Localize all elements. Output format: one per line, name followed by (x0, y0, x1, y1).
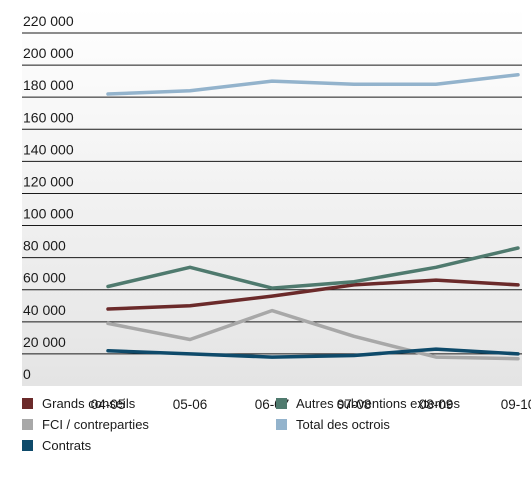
legend-item-fci: FCI / contreparties (22, 417, 149, 432)
legend-label: Grands conseils (42, 396, 136, 411)
series-line-1 (106, 246, 520, 290)
x-tick-label: 04-05 (91, 397, 126, 412)
legend-label: Autres subventions externes (296, 396, 461, 411)
y-tick-label: 160 000 (23, 109, 74, 125)
series-line-3 (106, 72, 520, 96)
legend-swatch (276, 419, 287, 430)
legend-item-total: Total des octrois (276, 417, 390, 432)
y-tick-label: 40 000 (23, 302, 66, 318)
y-tick-label: 80 000 (23, 238, 66, 254)
y-tick-label: 60 000 (23, 270, 66, 286)
y-axis-ticks: 0 20 000 40 000 60 000 80 000 100 000 120 000 1… (23, 13, 74, 382)
legend-swatch (276, 398, 287, 409)
y-tick-label: 200 000 (23, 45, 74, 61)
legend-swatch (22, 419, 33, 430)
legend-label: Total des octrois (296, 417, 390, 432)
plot-background (22, 8, 522, 386)
y-tick-label: 220 000 (23, 13, 74, 29)
y-tick-label: 120 000 (23, 173, 74, 189)
x-tick-label: 08-09 (419, 397, 454, 412)
x-tick-label: 05-06 (173, 397, 208, 412)
legend-item-autres-subventions: Autres subventions externes (276, 396, 460, 411)
y-tick-label: 100 000 (23, 206, 74, 222)
series-line-0 (106, 278, 520, 311)
x-tick-label: 09-10 (501, 397, 531, 412)
legend-label: FCI / contreparties (42, 417, 149, 432)
series-lines (106, 72, 520, 361)
y-tick-label: 140 000 (23, 141, 74, 157)
series-line-2 (106, 308, 520, 361)
y-tick-label: 20 000 (23, 334, 66, 350)
y-tick-label: 0 (23, 366, 31, 382)
series-line-4 (106, 347, 520, 359)
legend-item-contrats: Contrats (22, 438, 91, 453)
legend-swatch (22, 440, 33, 451)
x-tick-label: 07-08 (337, 397, 372, 412)
legend-item-grands-conseils: Grands conseils (22, 396, 135, 411)
y-tick-label: 180 000 (23, 77, 74, 93)
legend-label: Contrats (42, 438, 92, 453)
legend-swatch (22, 398, 33, 409)
